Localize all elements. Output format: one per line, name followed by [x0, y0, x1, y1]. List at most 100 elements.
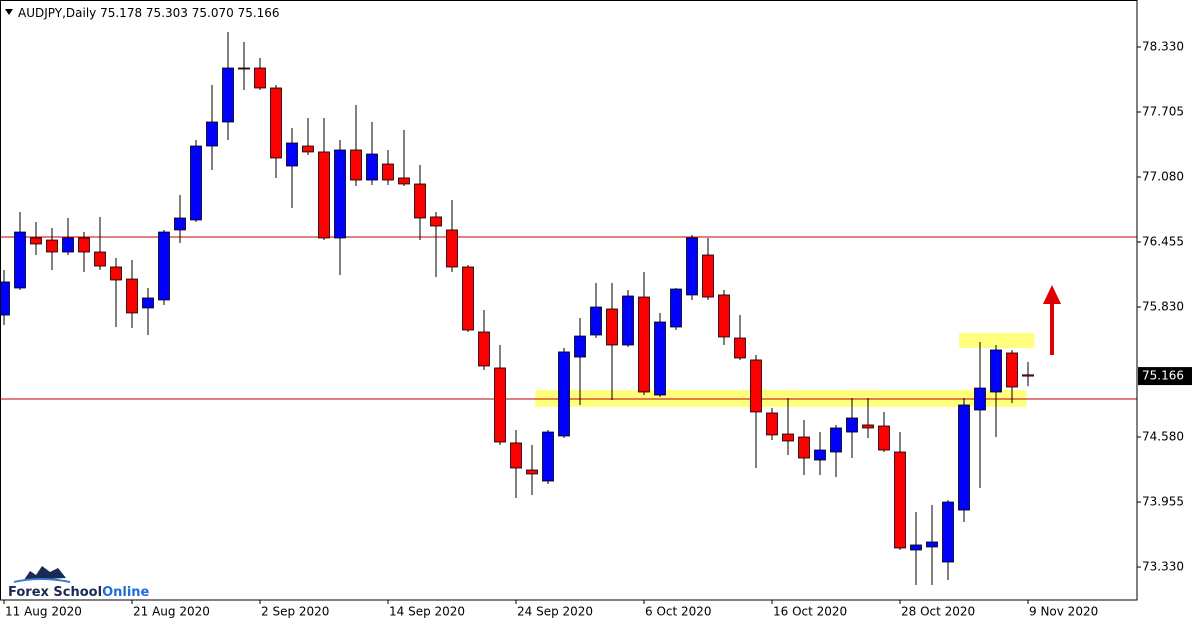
candle-body [574, 335, 586, 358]
candle-body [158, 231, 170, 301]
candle-body [766, 412, 778, 436]
candle-body [398, 177, 410, 185]
ohlc-high: 75.303 [146, 6, 188, 20]
candle-body [526, 469, 538, 475]
candle-body [110, 266, 122, 281]
current-price-box [1138, 367, 1192, 386]
candle-body [814, 449, 826, 461]
candle-body [382, 163, 394, 181]
plot-frame [0, 0, 1138, 601]
candle-body [782, 433, 794, 442]
collapse-icon [5, 9, 13, 15]
candle-body [318, 151, 330, 239]
chart-header: AUDJPY,Daily 75.178 75.303 75.070 75.166 [18, 6, 280, 20]
candle-body [494, 367, 506, 443]
candle-body [734, 337, 746, 359]
candle-body [974, 387, 986, 411]
candle-body [302, 145, 314, 153]
x-tick-label: 11 Aug 2020 [5, 605, 82, 619]
candle-body [222, 67, 234, 123]
x-tick-label: 6 Oct 2020 [645, 605, 712, 619]
candle-body [254, 67, 266, 89]
candle-body [926, 541, 938, 548]
y-tick-label: 73.330 [1142, 560, 1184, 574]
candle-body [830, 427, 842, 453]
x-tick-label: 16 Oct 2020 [773, 605, 847, 619]
candle-body [206, 121, 218, 147]
y-tick-label: 75.830 [1142, 300, 1184, 314]
candle-body [798, 436, 810, 459]
ohlc-close: 75.166 [238, 6, 280, 20]
candle-body [670, 288, 682, 328]
candle-body [862, 424, 874, 429]
x-tick-label: 9 Nov 2020 [1029, 605, 1098, 619]
candle-body [334, 149, 346, 239]
candle-body [14, 231, 26, 289]
candle-body [654, 321, 666, 396]
y-tick-label: 76.455 [1142, 235, 1184, 249]
candle-body [558, 351, 570, 437]
candle-body [142, 297, 154, 309]
candle-body [990, 349, 1002, 393]
chart-title: AUDJPY,Daily [18, 6, 96, 20]
candle-body [174, 217, 186, 231]
y-tick-label: 74.580 [1142, 430, 1184, 444]
candle-body [478, 331, 490, 367]
candle-body [846, 417, 858, 433]
candle-body [942, 501, 954, 563]
x-tick-label: 28 Oct 2020 [901, 605, 975, 619]
x-tick-label: 2 Sep 2020 [261, 605, 329, 619]
candle-body [638, 296, 650, 393]
candle-body [190, 145, 202, 221]
x-tick-label: 24 Sep 2020 [517, 605, 593, 619]
candle-body [590, 306, 602, 336]
candle-body [622, 295, 634, 346]
candle-body [462, 266, 474, 331]
logo-swoosh [13, 578, 71, 583]
arrow [1043, 285, 1061, 355]
candle-body [46, 239, 58, 253]
candle-body [894, 451, 906, 549]
x-tick-label: 21 Aug 2020 [133, 605, 210, 619]
candle-body [1022, 374, 1034, 377]
candle-body [350, 149, 362, 181]
ohlc-low: 75.070 [192, 6, 234, 20]
candle-body [62, 237, 74, 253]
y-tick-label: 78.330 [1142, 40, 1184, 54]
logo-text-a: Forex School [8, 585, 102, 600]
candle-body [702, 254, 714, 298]
candle-body [718, 294, 730, 338]
candle-body [94, 251, 106, 267]
candle-body [366, 153, 378, 181]
candle-body [78, 237, 90, 253]
y-tick-label: 77.080 [1142, 170, 1184, 184]
highlight-zone [959, 333, 1035, 348]
candle-body [510, 442, 522, 469]
x-tick-label: 14 Sep 2020 [389, 605, 465, 619]
candle-body [30, 237, 42, 245]
y-tick-label: 73.955 [1142, 495, 1184, 509]
candle-body [878, 425, 890, 451]
y-tick-label: 77.705 [1142, 105, 1184, 119]
candle-body [446, 229, 458, 268]
candle-body [430, 216, 442, 227]
candle-body [414, 183, 426, 219]
candle-body [542, 431, 554, 482]
candles [0, 32, 1034, 586]
candle-body [1006, 352, 1018, 388]
candle-body [270, 87, 282, 159]
ohlc-open: 75.178 [100, 6, 142, 20]
candle-body [286, 142, 298, 167]
logo: Forex SchoolOnline [8, 566, 150, 600]
candle-body [238, 67, 250, 70]
arrow-head [1043, 285, 1061, 304]
candle-body [958, 404, 970, 511]
logo-icon [24, 566, 66, 580]
logo-text: Forex SchoolOnline [8, 585, 150, 600]
candle-body [606, 308, 618, 346]
current-price-label: 75.166 [1142, 369, 1184, 383]
candle-body [686, 237, 698, 296]
candle-body [750, 359, 762, 413]
logo-text-b: Online [102, 585, 149, 600]
